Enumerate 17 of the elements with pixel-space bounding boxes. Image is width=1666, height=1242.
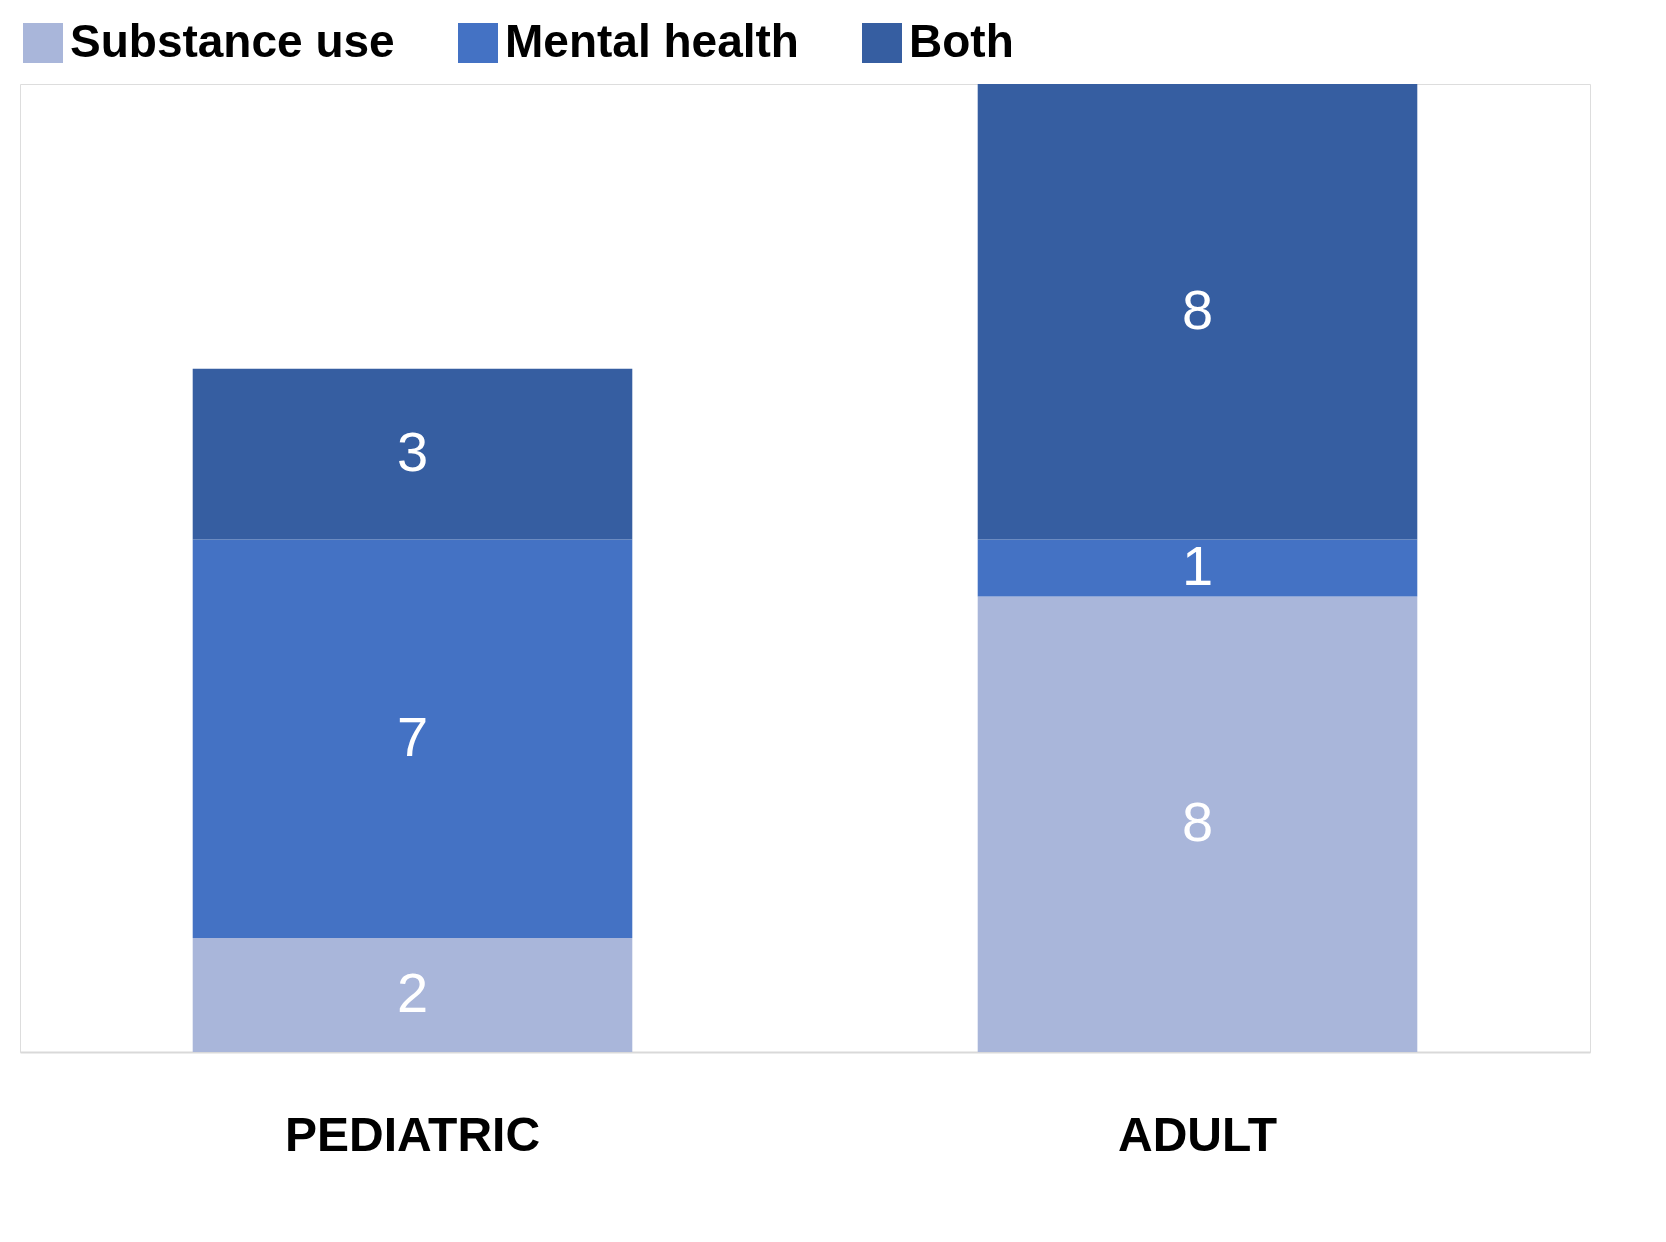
bar bbox=[192, 539, 633, 939]
bar bbox=[192, 938, 633, 1052]
data-label: 3 bbox=[396, 420, 429, 484]
x-tick-label: PEDIATRIC bbox=[284, 1107, 541, 1161]
x-tick-label: ADULT bbox=[1117, 1107, 1278, 1161]
bar bbox=[977, 539, 1418, 597]
data-label: 2 bbox=[396, 961, 429, 1025]
data-label: 1 bbox=[1181, 534, 1214, 597]
legend-label: Substance use bbox=[70, 15, 395, 67]
bar bbox=[192, 368, 633, 540]
data-label: 8 bbox=[1181, 277, 1214, 341]
legend-label: Mental health bbox=[505, 15, 799, 67]
legend-label: Both bbox=[909, 15, 1014, 67]
bar bbox=[977, 596, 1418, 1052]
data-label: 7 bbox=[396, 704, 429, 768]
bar bbox=[977, 84, 1418, 540]
data-label: 8 bbox=[1181, 790, 1214, 854]
